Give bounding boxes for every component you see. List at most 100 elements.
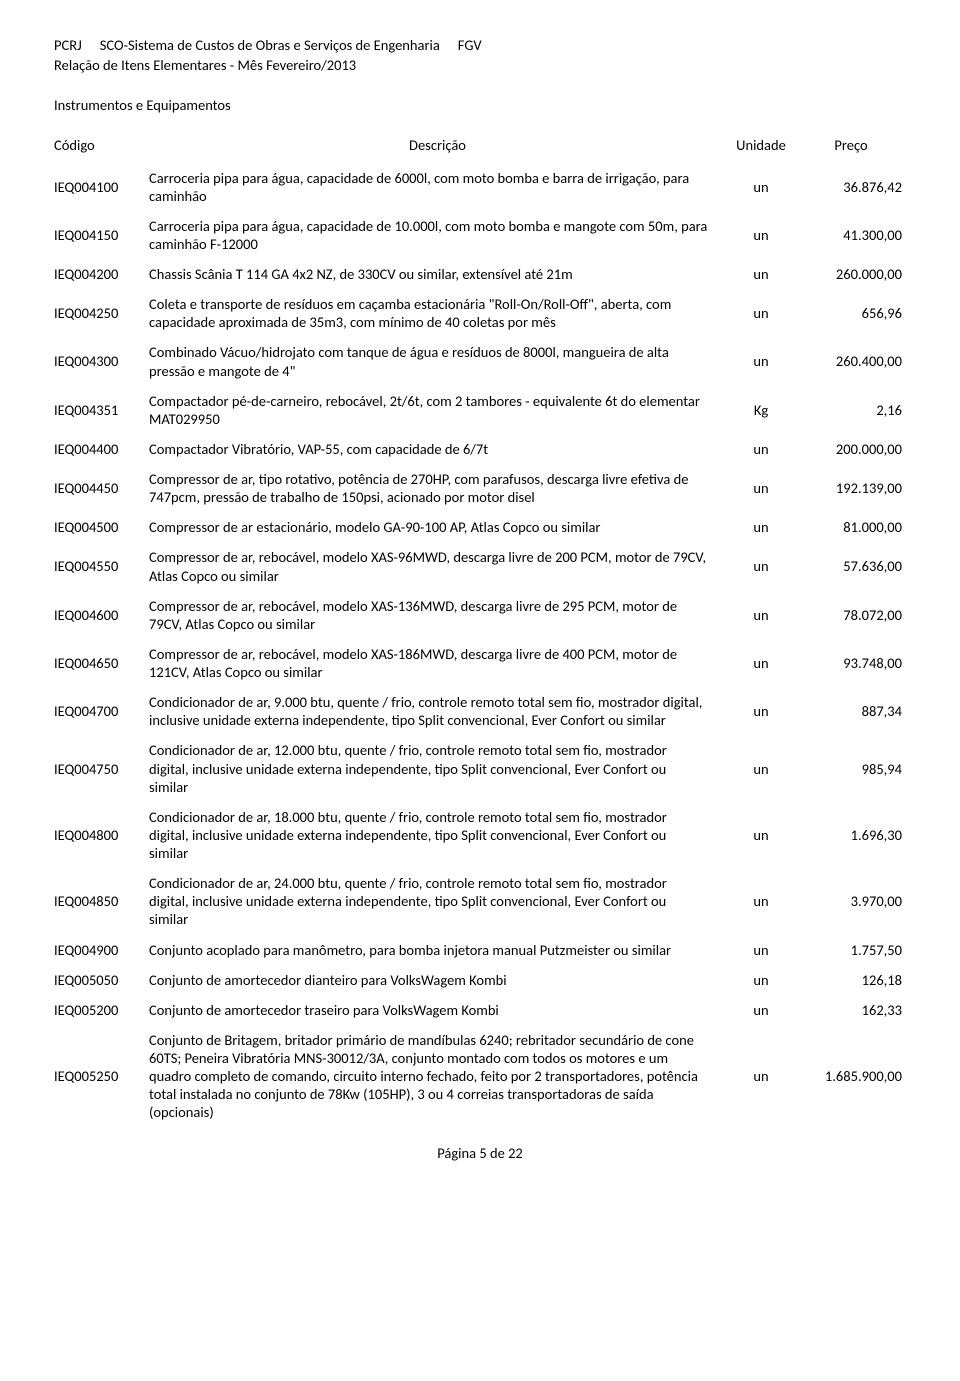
cell-unit: un [726, 606, 796, 624]
cell-price: 1.757,50 [796, 941, 906, 959]
cell-desc: Compressor de ar, rebocável, modelo XAS-… [149, 548, 726, 584]
cell-price: 93.748,00 [796, 654, 906, 672]
cell-unit: un [726, 352, 796, 370]
table-row: IEQ005250Conjunto de Britagem, britador … [54, 1031, 906, 1122]
cell-unit: Kg [726, 401, 796, 419]
cell-unit: un [726, 760, 796, 778]
cell-code: IEQ004351 [54, 401, 149, 419]
cell-code: IEQ004850 [54, 892, 149, 910]
column-headers: Código Descrição Unidade Preço [54, 136, 906, 154]
table-row: IEQ004400Compactador Vibratório, VAP-55,… [54, 440, 906, 458]
cell-unit: un [726, 826, 796, 844]
cell-price: 192.139,00 [796, 479, 906, 497]
header-source: FGV [458, 36, 482, 54]
header-line-1: PCRJ SCO-Sistema de Custos de Obras e Se… [54, 36, 906, 54]
table-row: IEQ004250Coleta e transporte de resíduos… [54, 295, 906, 331]
cell-price: 162,33 [796, 1001, 906, 1019]
table-row: IEQ004200Chassis Scânia T 114 GA 4x2 NZ,… [54, 265, 906, 283]
cell-unit: un [726, 892, 796, 910]
cell-code: IEQ004500 [54, 518, 149, 536]
cell-price: 126,18 [796, 971, 906, 989]
col-header-desc: Descrição [149, 136, 726, 154]
page: PCRJ SCO-Sistema de Custos de Obras e Se… [0, 0, 960, 1198]
cell-desc: Conjunto de amortecedor traseiro para Vo… [149, 1001, 726, 1019]
cell-price: 656,96 [796, 304, 906, 322]
cell-desc: Chassis Scânia T 114 GA 4x2 NZ, de 330CV… [149, 265, 726, 283]
table-row: IEQ004700Condicionador de ar, 9.000 btu,… [54, 693, 906, 729]
table-body: IEQ004100 Carroceria pipa para água, capa… [54, 169, 906, 1122]
table-row: IEQ004750Condicionador de ar, 12.000 btu… [54, 741, 906, 795]
cell-code: IEQ004200 [54, 265, 149, 283]
section-title: Instrumentos e Equipamentos [54, 96, 906, 114]
cell-code: IEQ004250 [54, 304, 149, 322]
cell-desc: Combinado Vácuo/hidrojato com tanque de … [149, 343, 726, 379]
cell-unit: un [726, 1001, 796, 1019]
cell-price: 57.636,00 [796, 557, 906, 575]
cell-unit: un [726, 941, 796, 959]
cell-unit: un [726, 304, 796, 322]
cell-price: 1.685.900,00 [796, 1067, 906, 1085]
table-row: IEQ005050Conjunto de amortecedor diantei… [54, 971, 906, 989]
cell-code: IEQ004700 [54, 702, 149, 720]
cell-desc: Conjunto de amortecedor dianteiro para V… [149, 971, 726, 989]
cell-price: 36.876,42 [796, 178, 906, 196]
cell-desc: Condicionador de ar, 12.000 btu, quente … [149, 741, 726, 795]
cell-desc: Compactador Vibratório, VAP-55, com capa… [149, 440, 726, 458]
table-row: IEQ004351Compactador pé-de-carneiro, reb… [54, 392, 906, 428]
table-row: IEQ004450Compressor de ar, tipo rotativo… [54, 470, 906, 506]
table-row: IEQ005200Conjunto de amortecedor traseir… [54, 1001, 906, 1019]
cell-desc: Coleta e transporte de resíduos em caçam… [149, 295, 726, 331]
cell-desc: Compressor de ar estacionário, modelo GA… [149, 518, 726, 536]
table-row: IEQ004300Combinado Vácuo/hidrojato com t… [54, 343, 906, 379]
footer-page-number: Página 5 de 22 [54, 1144, 906, 1162]
cell-price: 41.300,00 [796, 226, 906, 244]
cell-price: 2,16 [796, 401, 906, 419]
cell-desc: Compactador pé-de-carneiro, rebocável, 2… [149, 392, 726, 428]
cell-unit: un [726, 226, 796, 244]
cell-unit: un [726, 654, 796, 672]
cell-code: IEQ004100 [54, 178, 149, 196]
cell-code: IEQ004550 [54, 557, 149, 575]
cell-price: 200.000,00 [796, 440, 906, 458]
header-org: PCRJ [54, 36, 82, 54]
cell-desc: Compressor de ar, rebocável, modelo XAS-… [149, 645, 726, 681]
cell-code: IEQ005050 [54, 971, 149, 989]
cell-unit: un [726, 1067, 796, 1085]
cell-unit: un [726, 479, 796, 497]
table-row: IEQ004550Compressor de ar, rebocável, mo… [54, 548, 906, 584]
cell-desc: Condicionador de ar, 24.000 btu, quente … [149, 874, 726, 928]
cell-code: IEQ004150 [54, 226, 149, 244]
cell-price: 78.072,00 [796, 606, 906, 624]
cell-code: IEQ004900 [54, 941, 149, 959]
cell-code: IEQ005200 [54, 1001, 149, 1019]
table-row: IEQ004650Compressor de ar, rebocável, mo… [54, 645, 906, 681]
col-header-unit: Unidade [726, 136, 796, 154]
cell-price: 1.696,30 [796, 826, 906, 844]
cell-price: 81.000,00 [796, 518, 906, 536]
cell-desc: Conjunto de Britagem, britador primário … [149, 1031, 726, 1122]
cell-unit: un [726, 702, 796, 720]
table-row: IEQ004850Condicionador de ar, 24.000 btu… [54, 874, 906, 928]
cell-unit: un [726, 518, 796, 536]
cell-desc: Carroceria pipa para água, capacidade de… [149, 217, 726, 253]
cell-unit: un [726, 440, 796, 458]
cell-unit: un [726, 971, 796, 989]
cell-unit: un [726, 557, 796, 575]
cell-code: IEQ004600 [54, 606, 149, 624]
cell-desc: Condicionador de ar, 9.000 btu, quente /… [149, 693, 726, 729]
cell-code: IEQ004400 [54, 440, 149, 458]
cell-desc: Compressor de ar, rebocável, modelo XAS-… [149, 597, 726, 633]
table-row: IEQ004900Conjunto acoplado para manômetr… [54, 941, 906, 959]
cell-price: 985,94 [796, 760, 906, 778]
cell-desc: Compressor de ar, tipo rotativo, potênci… [149, 470, 726, 506]
cell-unit: un [726, 265, 796, 283]
cell-desc: Condicionador de ar, 18.000 btu, quente … [149, 808, 726, 862]
header-title: SCO-Sistema de Custos de Obras e Serviço… [100, 36, 440, 54]
cell-price: 887,34 [796, 702, 906, 720]
col-header-price: Preço [796, 136, 906, 154]
cell-price: 260.400,00 [796, 352, 906, 370]
cell-price: 260.000,00 [796, 265, 906, 283]
cell-code: IEQ004450 [54, 479, 149, 497]
cell-price: 3.970,00 [796, 892, 906, 910]
header-subtitle: Relação de Itens Elementares - Mês Fever… [54, 56, 906, 74]
